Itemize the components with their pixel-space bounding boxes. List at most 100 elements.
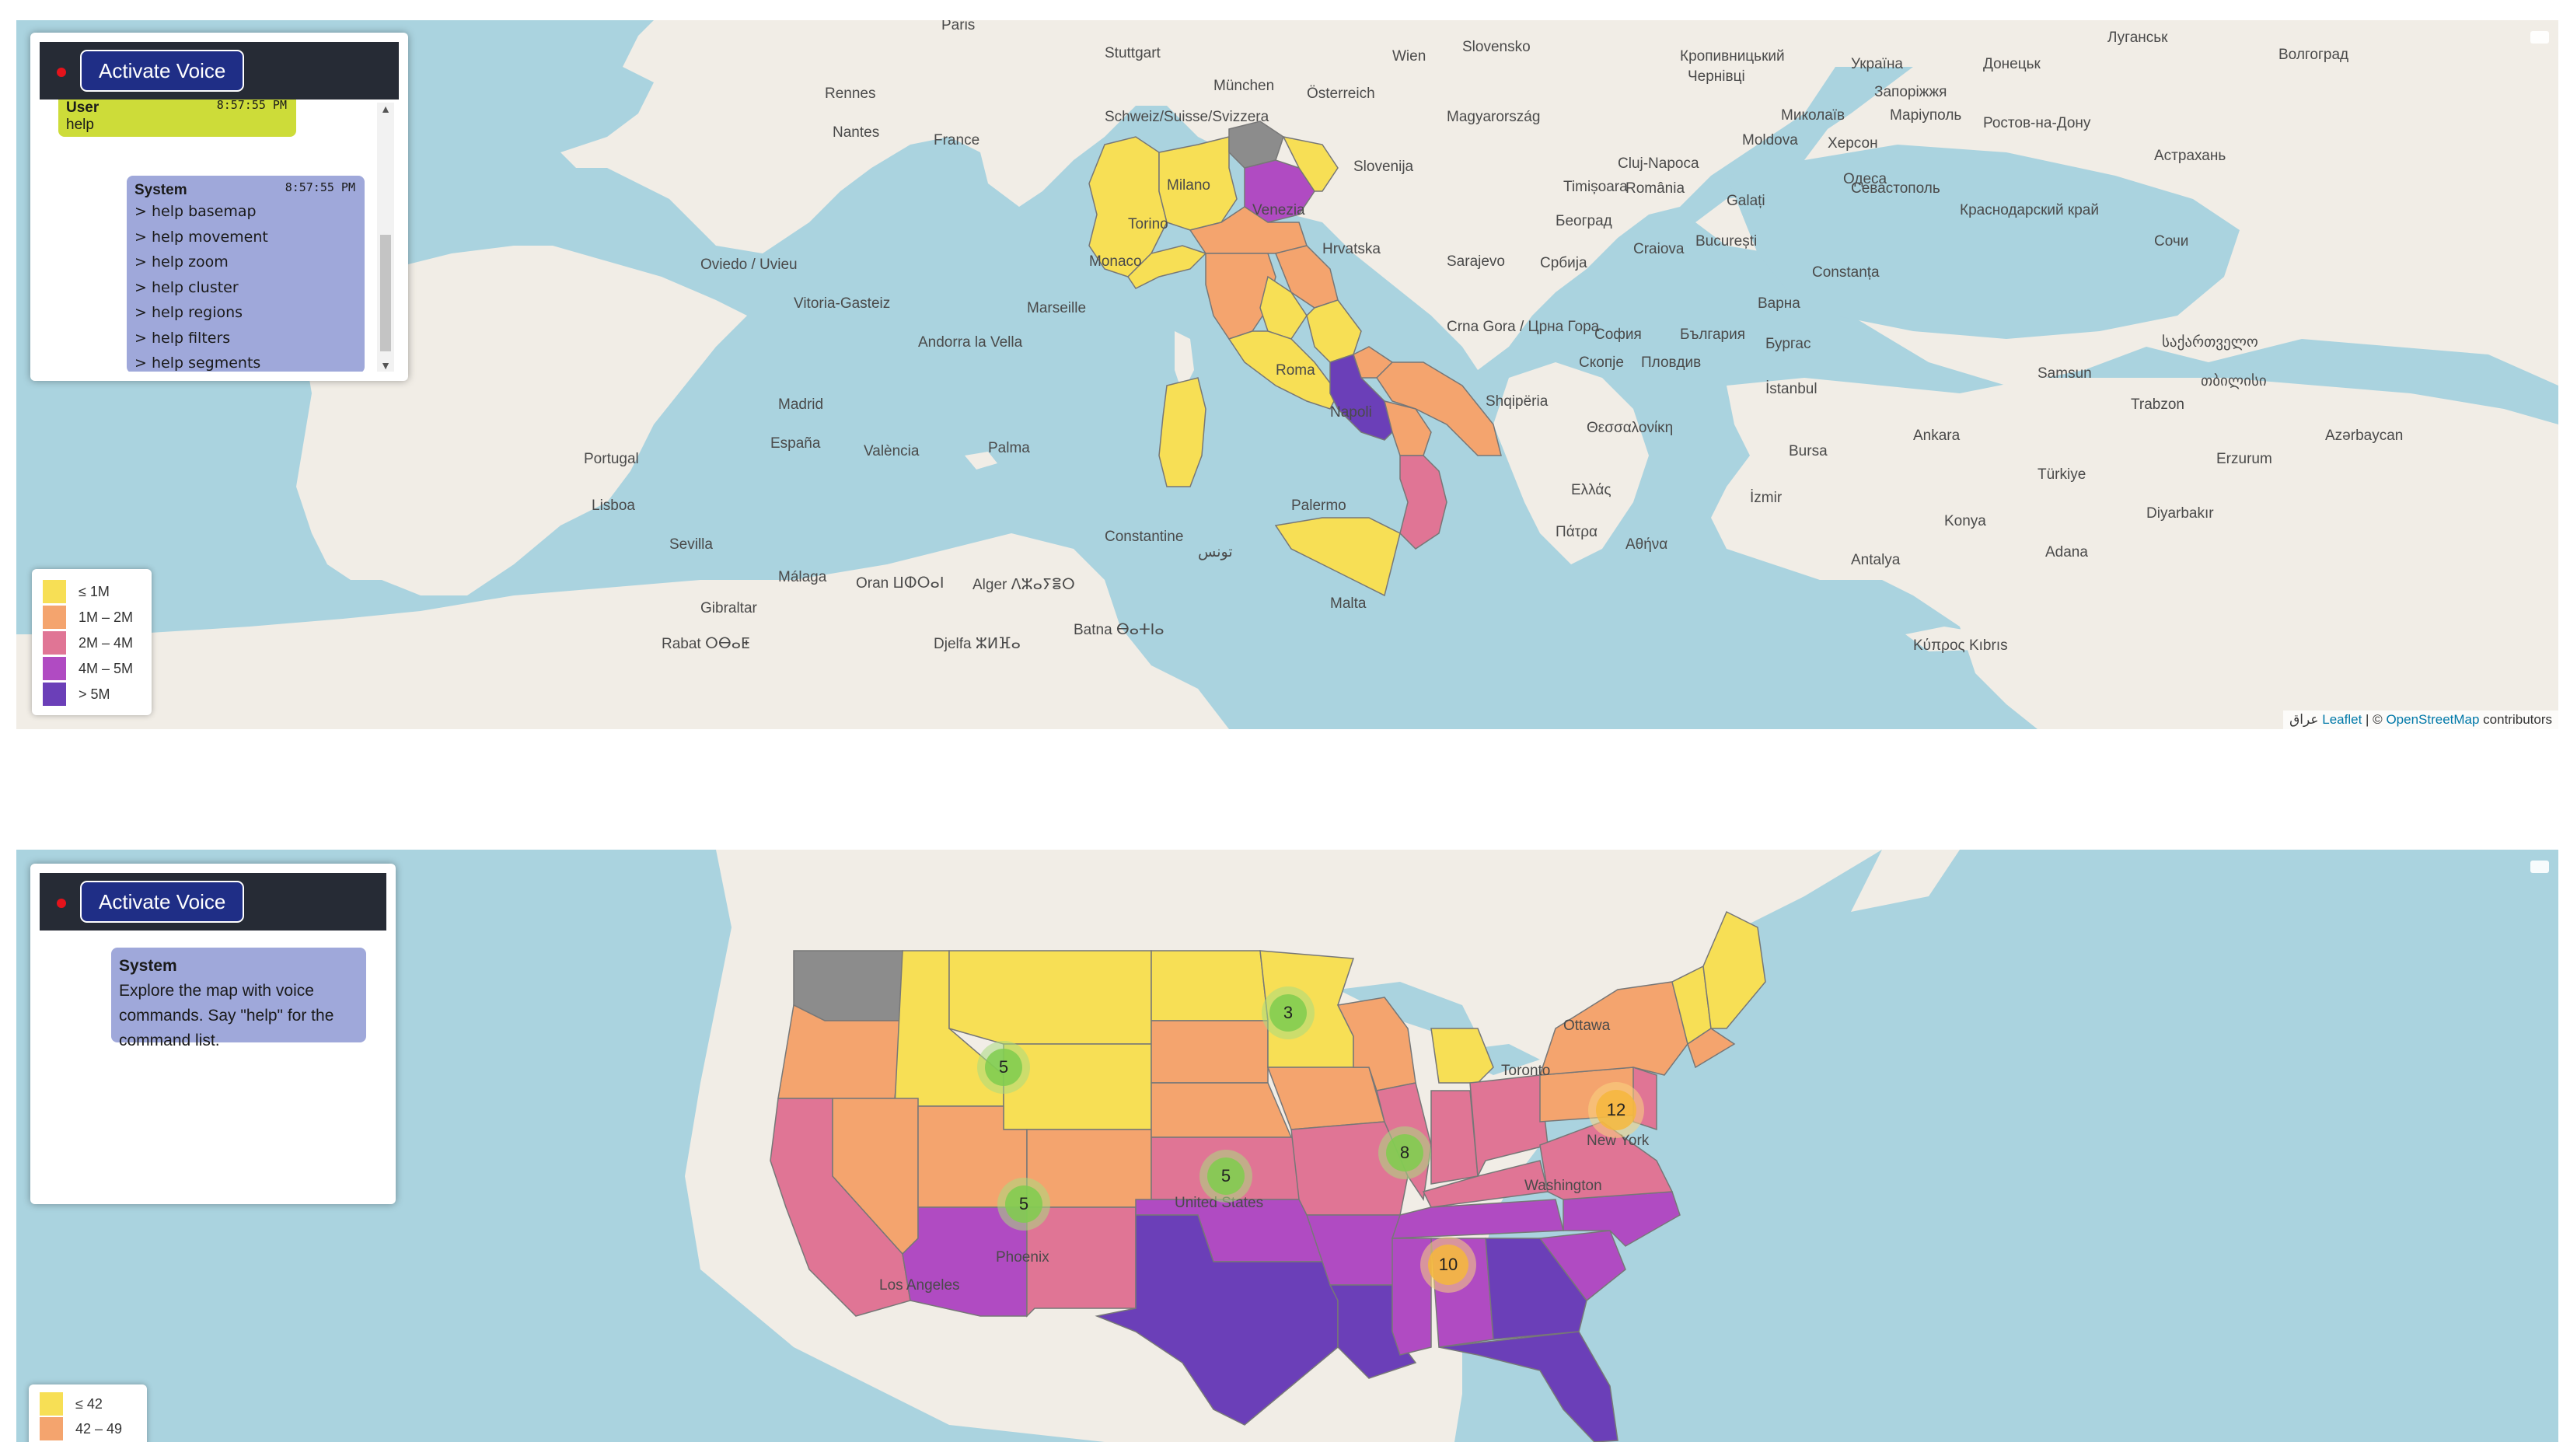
legend-label: 42 – 49 xyxy=(75,1420,123,1437)
message-sender: System xyxy=(134,182,187,198)
system-message: System Explore the map with voice comman… xyxy=(111,948,366,1049)
recording-indicator xyxy=(57,68,66,77)
help-command-list: > help basemap > help movement > help zo… xyxy=(134,199,357,372)
region-lombardia xyxy=(1158,136,1238,231)
marker-cluster[interactable]: 12 xyxy=(1588,1082,1644,1138)
label-stuttgart: Stuttgart xyxy=(1105,45,1161,61)
state-southcarolina xyxy=(1538,1230,1626,1302)
label-slovensko: Slovensko xyxy=(1462,39,1531,55)
cluster-count: 3 xyxy=(1283,1003,1293,1022)
label-antalya: Antalya xyxy=(1851,552,1901,568)
label-turkiye: Türkiye xyxy=(2037,466,2086,483)
label-samsun: Samsun xyxy=(2037,365,2092,382)
chat-scrollbar[interactable]: ▲ ▼ xyxy=(377,103,394,372)
value-legend: ≤ 42 42 – 49 xyxy=(29,1384,147,1442)
population-legend: ≤ 1M 1M – 2M 2M – 4M 4M – 5M > 5M xyxy=(32,569,152,715)
label-konya: Konya xyxy=(1944,513,1986,529)
label-paris: Paris xyxy=(941,20,975,33)
us-states xyxy=(770,910,1766,1442)
legend-swatch xyxy=(43,683,66,706)
state-tennessee xyxy=(1391,1199,1564,1239)
legend-item: 2M – 4M xyxy=(43,631,133,655)
label-toronto: Toronto xyxy=(1501,1063,1550,1079)
message-sender: System xyxy=(119,957,177,975)
attribution-prefix: عراق xyxy=(2289,712,2323,727)
cluster-count: 5 xyxy=(1019,1194,1028,1213)
message-sender: User xyxy=(66,100,100,116)
label-plovdiv: Пловдив xyxy=(1641,354,1701,371)
chat-messages[interactable]: System Explore the map with voice comman… xyxy=(40,931,386,1195)
help-command: > help movement xyxy=(134,228,268,246)
chat-header: Activate Voice xyxy=(40,873,386,931)
label-donetsk: Донецьк xyxy=(1983,56,2041,72)
label-constantine: Constantine xyxy=(1105,529,1183,545)
legend-item: > 5M xyxy=(43,683,110,706)
label-romania: România xyxy=(1625,180,1685,197)
legend-swatch xyxy=(43,606,66,629)
usa-basemap[interactable]: Ottawa Toronto New York Washington Unite… xyxy=(16,850,2558,1442)
leaflet-link[interactable]: Leaflet xyxy=(2322,712,2362,727)
cluster-count: 12 xyxy=(1607,1100,1625,1119)
region-friuli xyxy=(1282,135,1339,192)
marker-cluster[interactable]: 5 xyxy=(977,1041,1030,1094)
legend-swatch xyxy=(40,1417,63,1440)
legend-label: 2M – 4M xyxy=(79,634,134,651)
state-newyork xyxy=(1538,981,1688,1076)
usa-choropleth-map[interactable]: Ottawa Toronto New York Washington Unite… xyxy=(16,850,2558,1442)
label-ellada: Ελλάς xyxy=(1571,482,1611,498)
state-massachusetts xyxy=(1687,1028,1736,1069)
italy-choropleth-map[interactable]: Paris Stuttgart München Wien Slovensko К… xyxy=(16,20,2558,729)
marker-cluster[interactable]: 5 xyxy=(997,1178,1050,1231)
label-madrid: Madrid xyxy=(778,396,823,413)
marker-cluster[interactable]: 3 xyxy=(1262,986,1315,1039)
label-marseille: Marseille xyxy=(1027,300,1086,316)
label-tunis: تونس xyxy=(1198,544,1233,560)
state-northdakota xyxy=(1151,950,1269,1021)
legend-swatch xyxy=(43,580,66,603)
scroll-up-arrow-icon[interactable]: ▲ xyxy=(380,103,391,115)
marker-cluster[interactable]: 10 xyxy=(1420,1237,1476,1293)
legend-item: 4M – 5M xyxy=(43,657,133,680)
label-thessaloniki: Θεσσαλονίκη xyxy=(1587,420,1673,436)
legend-label: ≤ 1M xyxy=(79,583,110,599)
label-sochi: Сочи xyxy=(2154,233,2188,250)
region-sicilia xyxy=(1274,517,1401,597)
layer-control-icon[interactable] xyxy=(2530,861,2549,873)
chat-messages[interactable]: User 8:57:55 PM help System 8:57:55 PM >… xyxy=(40,100,399,372)
legend-label: ≤ 42 xyxy=(75,1395,103,1412)
label-astrakhan: Астрахань xyxy=(2154,148,2226,164)
label-chernivtsi: Чернівці xyxy=(1688,68,1745,85)
scroll-down-arrow-icon[interactable]: ▼ xyxy=(380,359,391,372)
marker-cluster[interactable]: 5 xyxy=(1199,1150,1252,1203)
label-constanta: Constanța xyxy=(1812,264,1880,281)
state-michigan xyxy=(1430,1028,1494,1084)
activate-voice-button[interactable]: Activate Voice xyxy=(80,881,245,923)
osm-link[interactable]: OpenStreetMap xyxy=(2386,712,2480,727)
region-calabria xyxy=(1399,455,1447,550)
state-florida xyxy=(1438,1331,1618,1442)
message-time: 8:57:55 PM xyxy=(216,100,287,112)
marker-cluster[interactable]: 8 xyxy=(1378,1126,1431,1179)
help-command: > help cluster xyxy=(134,278,239,296)
label-munchen: München xyxy=(1213,78,1274,94)
label-france: France xyxy=(934,132,979,148)
state-nebraska xyxy=(1151,1082,1293,1138)
scroll-thumb[interactable] xyxy=(380,235,391,351)
label-sofia: София xyxy=(1594,326,1642,343)
label-rennes: Rennes xyxy=(825,86,876,102)
state-newmexico xyxy=(1026,1206,1137,1318)
label-batna: Batna ⴱⴰⵜⵏⴰ xyxy=(1074,622,1165,638)
label-vitoria: Vitoria-Gasteiz xyxy=(794,295,890,312)
state-texas xyxy=(1095,1214,1339,1426)
label-zaporizhzhia: Запоріжжя xyxy=(1874,84,1947,100)
europe-basemap[interactable]: Paris Stuttgart München Wien Slovensko К… xyxy=(16,20,2558,729)
label-kherson: Херсон xyxy=(1828,135,1878,152)
label-diyarbakir: Diyarbakır xyxy=(2146,505,2214,522)
legend-item: ≤ 1M xyxy=(43,580,110,603)
activate-voice-button[interactable]: Activate Voice xyxy=(80,50,245,92)
cluster-count: 8 xyxy=(1400,1143,1409,1162)
label-kropyvnytskyi: Кропивницький xyxy=(1680,48,1785,65)
layer-control-icon[interactable] xyxy=(2530,31,2549,44)
label-istanbul: İstanbul xyxy=(1765,381,1818,397)
label-ottawa: Ottawa xyxy=(1563,1018,1611,1034)
